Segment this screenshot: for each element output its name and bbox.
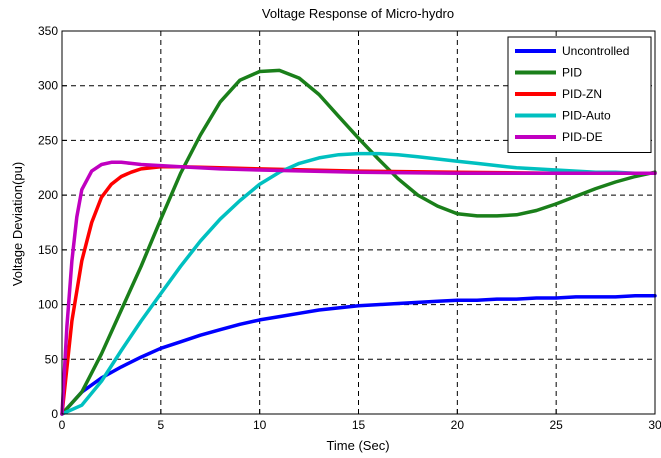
y-tick-label: 100 [38, 298, 58, 312]
series-line-4 [60, 151, 657, 416]
legend-label: PID-DE [562, 130, 603, 144]
y-tick-label: 150 [38, 243, 58, 257]
x-tick-label: 10 [253, 418, 267, 432]
x-tick-label: 5 [157, 418, 164, 432]
x-tick-label: 0 [59, 418, 66, 432]
y-tick-label: 250 [38, 133, 58, 147]
series-line-5 [60, 160, 657, 416]
y-tick-label: 50 [45, 352, 59, 366]
y-tick-label: 300 [38, 79, 58, 93]
legend-label: PID-Auto [562, 109, 611, 123]
y-tick-label: 350 [38, 24, 58, 38]
series-lines [60, 68, 657, 416]
x-tick-label: 15 [352, 418, 366, 432]
y-tick-label: 200 [38, 188, 58, 202]
series-line-2 [60, 68, 657, 416]
series-line-1 [60, 294, 657, 416]
y-axis-title: Voltage Deviation(pu) [10, 162, 25, 286]
legend-label: PID-ZN [562, 87, 602, 101]
legend: Uncontrolled PID PID-ZN PID-Auto PID-DE [507, 36, 652, 153]
x-axis-title: Time (Sec) [326, 438, 389, 453]
x-tick-label: 30 [648, 418, 661, 432]
x-tick-label: 25 [549, 418, 563, 432]
legend-label: PID [562, 66, 582, 80]
chart-title: Voltage Response of Micro-hydro [262, 6, 454, 21]
legend-label: Uncontrolled [562, 44, 629, 58]
y-tick-label: 0 [51, 407, 58, 421]
x-tick-label: 20 [451, 418, 465, 432]
